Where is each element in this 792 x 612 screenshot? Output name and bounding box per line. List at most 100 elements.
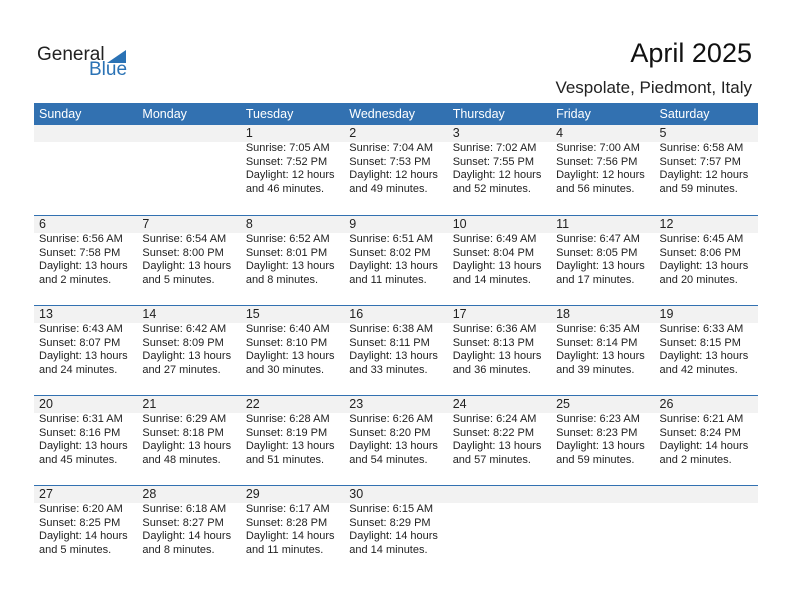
sunset-text: Sunset: 8:13 PM: [452, 336, 535, 349]
daylight-minutes-text: and 51 minutes.: [245, 453, 325, 466]
sunrise-text: Sunrise: 6:21 AM: [659, 413, 744, 425]
day-number: 24: [452, 397, 467, 411]
sunset-text: Sunset: 8:02 PM: [349, 246, 431, 259]
daylight-minutes-text: and 8 minutes.: [245, 273, 318, 286]
daylight-minutes-text: and 57 minutes.: [452, 453, 531, 466]
daylight-text: Daylight: 13 hours: [556, 440, 645, 452]
sunset-text: Sunset: 8:15 PM: [659, 336, 741, 349]
sunrise-text: Sunrise: 7:00 AM: [556, 142, 640, 154]
general-blue-logo: General Blue: [37, 44, 137, 84]
sunrise-text: Sunrise: 7:04 AM: [349, 142, 434, 154]
day-cell: 15 Sunrise: 6:40 AM Sunset: 8:10 PM Dayligh…: [241, 306, 344, 395]
daylight-minutes-text: and 11 minutes.: [349, 273, 427, 286]
daylight-minutes-text: and 42 minutes.: [659, 363, 738, 376]
day-cell: 30 Sunrise: 6:15 AM Sunset: 8:29 PM Dayligh…: [344, 486, 447, 575]
daylight-minutes-text: and 20 minutes.: [659, 273, 738, 286]
daylight-text: Daylight: 13 hours: [349, 440, 438, 452]
day-number: 30: [349, 487, 364, 501]
day-cell: 29 Sunrise: 6:17 AM Sunset: 8:28 PM Dayligh…: [241, 486, 344, 575]
daylight-text: Daylight: 14 hours: [659, 440, 749, 452]
location-subtitle: Vespolate, Piedmont, Italy: [555, 78, 752, 97]
day-number: 23: [349, 397, 364, 411]
daylight-minutes-text: and 8 minutes.: [142, 543, 215, 556]
day-number: 26: [659, 397, 674, 411]
daylight-minutes-text: and 49 minutes.: [349, 182, 428, 195]
day-cell: 1 Sunrise: 7:05 AM Sunset: 7:52 PM Daylight…: [241, 125, 344, 215]
daylight-text: Daylight: 13 hours: [452, 260, 542, 272]
sunset-text: Sunset: 8:16 PM: [39, 426, 121, 439]
day-cell: 2 Sunrise: 7:04 AM Sunset: 7:53 PM Daylight…: [344, 125, 447, 215]
daylight-text: Daylight: 13 hours: [39, 440, 128, 452]
daylight-text: Daylight: 12 hours: [245, 169, 335, 181]
calendar: Sunday Monday Tuesday Wednesday Thursday Frid…: [34, 103, 758, 575]
sunrise-text: Sunrise: 6:47 AM: [556, 233, 640, 245]
daylight-text: Daylight: 13 hours: [556, 350, 645, 362]
logo-triangle-icon: [107, 50, 126, 63]
day-number: 28: [142, 487, 157, 501]
day-number: 16: [349, 307, 364, 321]
sunset-text: Sunset: 8:00 PM: [142, 246, 224, 259]
sunset-text: Sunset: 8:05 PM: [556, 246, 638, 259]
sunrise-text: Sunrise: 6:38 AM: [349, 323, 434, 335]
daylight-minutes-text: and 48 minutes.: [142, 453, 221, 466]
sunrise-text: Sunrise: 6:18 AM: [142, 503, 227, 515]
daylight-text: Daylight: 12 hours: [659, 169, 749, 181]
day-number: 14: [142, 307, 157, 321]
daylight-minutes-text: and 33 minutes.: [349, 363, 428, 376]
sunset-text: Sunset: 8:22 PM: [452, 426, 535, 439]
daylight-text: Daylight: 13 hours: [245, 440, 335, 452]
day-number: 22: [245, 397, 260, 411]
weekday-friday: Friday: [556, 107, 591, 121]
sunset-text: Sunset: 7:55 PM: [452, 155, 535, 168]
day-number-band: [34, 486, 758, 503]
sunrise-text: Sunrise: 6:43 AM: [39, 323, 123, 335]
day-cell: 13 Sunrise: 6:43 AM Sunset: 8:07 PM Dayligh…: [34, 306, 137, 395]
day-number: 6: [39, 217, 46, 231]
day-number: 7: [142, 217, 150, 231]
day-cell: 21 Sunrise: 6:29 AM Sunset: 8:18 PM Dayligh…: [137, 396, 240, 485]
week-row: 1 Sunrise: 7:05 AM Sunset: 7:52 PM Daylight…: [34, 125, 758, 215]
sunset-text: Sunset: 8:23 PM: [556, 426, 638, 439]
day-number: 13: [39, 307, 53, 321]
day-number: 2: [349, 126, 357, 140]
weekday-wednesday: Wednesday: [349, 107, 416, 121]
day-cell: 19 Sunrise: 6:33 AM Sunset: 8:15 PM Dayligh…: [655, 306, 758, 395]
week-row: 27 Sunrise: 6:20 AM Sunset: 8:25 PM Dayligh…: [34, 485, 758, 575]
day-number: 19: [659, 307, 674, 321]
day-number: 9: [349, 217, 357, 231]
day-cell: 27 Sunrise: 6:20 AM Sunset: 8:25 PM Dayligh…: [34, 486, 137, 575]
daylight-text: Daylight: 14 hours: [349, 530, 438, 542]
day-cell: 9 Sunrise: 6:51 AM Sunset: 8:02 PM Daylight…: [344, 216, 447, 305]
logo-general-text: General: [37, 44, 105, 65]
sunset-text: Sunset: 8:19 PM: [245, 426, 328, 439]
day-number: 29: [245, 487, 260, 501]
daylight-text: Daylight: 13 hours: [349, 350, 438, 362]
day-number: 20: [39, 397, 53, 411]
sunset-text: Sunset: 8:20 PM: [349, 426, 431, 439]
sunrise-text: Sunrise: 6:24 AM: [452, 413, 537, 425]
empty-cell: [655, 486, 758, 575]
daylight-text: Daylight: 13 hours: [556, 260, 645, 272]
sunset-text: Sunset: 8:09 PM: [142, 336, 224, 349]
daylight-minutes-text: and 59 minutes.: [556, 453, 635, 466]
day-number: 1: [245, 126, 253, 140]
daylight-text: Daylight: 13 hours: [452, 350, 542, 362]
day-cell: 20 Sunrise: 6:31 AM Sunset: 8:16 PM Dayligh…: [34, 396, 137, 485]
day-cell: 11 Sunrise: 6:47 AM Sunset: 8:05 PM Dayligh…: [551, 216, 654, 305]
day-number: 8: [245, 217, 253, 231]
daylight-minutes-text: and 5 minutes.: [39, 543, 112, 556]
weekday-sunday: Sunday: [39, 107, 82, 121]
daylight-minutes-text: and 17 minutes.: [556, 273, 635, 286]
sunrise-text: Sunrise: 6:36 AM: [452, 323, 537, 335]
daylight-text: Daylight: 14 hours: [39, 530, 128, 542]
weekday-saturday: Saturday: [659, 107, 710, 121]
sunset-text: Sunset: 8:27 PM: [142, 516, 224, 529]
daylight-text: Daylight: 14 hours: [245, 530, 335, 542]
sunrise-text: Sunrise: 6:33 AM: [659, 323, 744, 335]
week-row: 13 Sunrise: 6:43 AM Sunset: 8:07 PM Dayligh…: [34, 305, 758, 395]
sunrise-text: Sunrise: 6:23 AM: [556, 413, 640, 425]
day-number: 10: [452, 217, 467, 231]
sunset-text: Sunset: 8:04 PM: [452, 246, 535, 259]
sunset-text: Sunset: 8:18 PM: [142, 426, 224, 439]
sunset-text: Sunset: 8:29 PM: [349, 516, 431, 529]
